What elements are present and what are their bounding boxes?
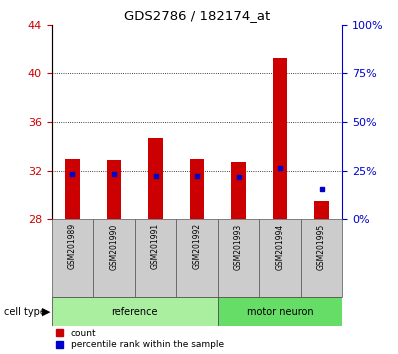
Bar [218,219,259,297]
Bar [259,219,301,297]
Text: GSM201991: GSM201991 [151,223,160,269]
Bar [231,162,246,225]
Bar [107,160,121,225]
Bar [273,58,287,225]
Bar [52,297,218,326]
Bar [135,219,176,297]
Text: GSM201995: GSM201995 [317,223,326,270]
Bar [148,138,163,225]
Bar [301,219,342,297]
Bar [65,159,80,225]
Text: cell type: cell type [4,307,46,316]
Bar [93,219,135,297]
Bar [52,219,93,297]
Text: motor neuron: motor neuron [247,307,313,316]
Text: GSM201992: GSM201992 [193,223,201,269]
Bar [218,297,342,326]
Title: GDS2786 / 182174_at: GDS2786 / 182174_at [124,9,270,22]
Bar [190,159,204,225]
Bar [314,201,329,225]
Text: GSM201989: GSM201989 [68,223,77,269]
Text: GSM201990: GSM201990 [109,223,119,270]
Legend: count, percentile rank within the sample: count, percentile rank within the sample [56,329,224,349]
Bar [176,219,218,297]
Text: GSM201994: GSM201994 [275,223,285,270]
Text: GSM201993: GSM201993 [234,223,243,270]
Text: reference: reference [111,307,158,316]
Text: ▶: ▶ [42,307,50,316]
